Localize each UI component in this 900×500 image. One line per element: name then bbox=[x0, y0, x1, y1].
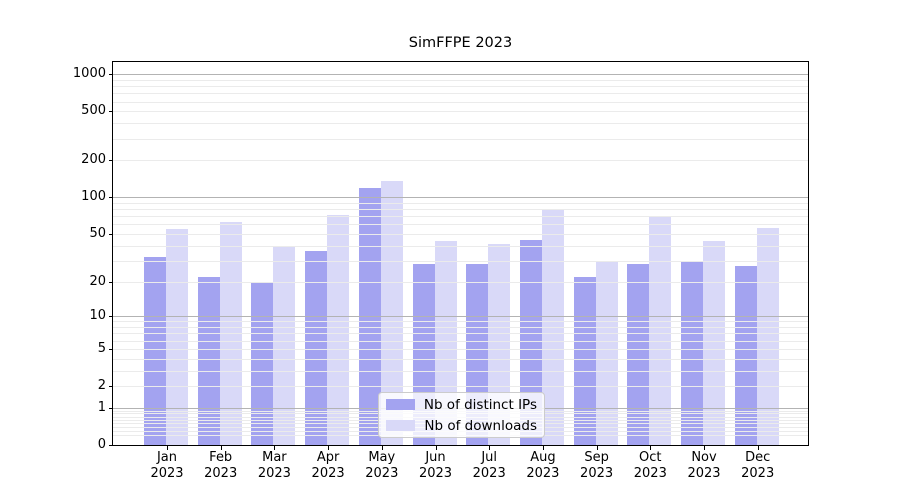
y-tick-mark bbox=[109, 111, 113, 113]
x-tick-label-dec: Dec 2023 bbox=[741, 450, 775, 481]
y-tick-label: 50 bbox=[89, 226, 106, 242]
x-tick-mark bbox=[167, 446, 168, 450]
y-tick-mark bbox=[109, 348, 113, 350]
y-tick-label: 200 bbox=[81, 152, 106, 168]
x-tick-label-jan: Jan 2023 bbox=[150, 450, 184, 481]
minor-gridline bbox=[113, 348, 808, 350]
bar-distinct-ips-mar bbox=[251, 281, 274, 445]
x-tick-label-aug: Aug 2023 bbox=[526, 450, 560, 481]
legend-item-downloads: Nb of downloads bbox=[386, 417, 537, 435]
bar-distinct-ips-nov bbox=[681, 260, 703, 445]
major-gridline bbox=[113, 197, 808, 199]
x-tick-label-may: May 2023 bbox=[365, 450, 399, 481]
legend: Nb of distinct IPs Nb of downloads bbox=[378, 392, 545, 438]
y-tick-mark bbox=[109, 316, 113, 318]
y-tick-mark bbox=[109, 160, 113, 162]
minor-gridline bbox=[113, 321, 808, 323]
x-tick-label-jun: Jun 2023 bbox=[418, 450, 453, 481]
x-tick-mark bbox=[381, 446, 383, 450]
minor-gridline bbox=[113, 111, 808, 113]
y-tick-label: 2 bbox=[97, 378, 106, 394]
bar-downloads-jan bbox=[166, 229, 188, 445]
x-tick-mark bbox=[435, 446, 437, 450]
minor-gridline bbox=[113, 93, 808, 95]
minor-gridline bbox=[113, 327, 808, 329]
minor-gridline bbox=[113, 202, 808, 204]
y-tick-mark bbox=[109, 197, 113, 199]
plot-area bbox=[112, 61, 809, 446]
minor-gridline bbox=[113, 333, 808, 335]
major-gridline bbox=[113, 316, 808, 318]
y-tick-label: 500 bbox=[81, 103, 106, 119]
bar-downloads-apr bbox=[327, 214, 350, 445]
bar-downloads-oct bbox=[649, 215, 672, 445]
minor-gridline bbox=[113, 234, 808, 236]
x-tick-label-nov: Nov 2023 bbox=[687, 450, 721, 481]
y-tick-label: 5 bbox=[97, 340, 106, 356]
legend-item-distinct-ips: Nb of distinct IPs bbox=[386, 396, 537, 414]
minor-gridline bbox=[113, 101, 808, 103]
bar-downloads-mar bbox=[273, 247, 296, 445]
minor-gridline bbox=[113, 79, 808, 81]
minor-gridline bbox=[113, 86, 808, 88]
minor-gridline bbox=[113, 260, 808, 262]
bar-downloads-nov bbox=[703, 240, 725, 445]
bar-distinct-ips-apr bbox=[305, 251, 328, 445]
y-tick-mark bbox=[109, 445, 113, 446]
x-tick-mark bbox=[489, 446, 491, 450]
x-tick-mark bbox=[596, 446, 598, 450]
x-tick-mark bbox=[328, 446, 330, 450]
minor-gridline bbox=[113, 216, 808, 218]
chart-title: SimFFPE 2023 bbox=[408, 35, 513, 51]
bar-distinct-ips-sep bbox=[573, 276, 596, 445]
x-tick-mark bbox=[542, 446, 544, 450]
minor-gridline bbox=[113, 160, 808, 162]
x-tick-mark bbox=[650, 446, 652, 450]
minor-gridline bbox=[113, 340, 808, 342]
y-tick-label: 10 bbox=[89, 308, 106, 324]
x-tick-mark bbox=[757, 446, 759, 450]
y-tick-label: 1 bbox=[97, 399, 106, 415]
minor-gridline bbox=[113, 281, 808, 283]
y-tick-mark bbox=[109, 74, 113, 76]
minor-gridline bbox=[113, 123, 808, 125]
legend-swatch-distinct-ips-icon bbox=[386, 399, 415, 410]
x-tick-label-oct: Oct 2023 bbox=[633, 450, 667, 481]
x-tick-label-sep: Sep 2023 bbox=[580, 450, 614, 481]
legend-swatch-downloads-icon bbox=[386, 420, 415, 431]
x-tick-label-jul: Jul 2023 bbox=[472, 450, 506, 481]
minor-gridline bbox=[113, 245, 808, 247]
y-tick-label: 100 bbox=[81, 189, 106, 205]
minor-gridline bbox=[113, 386, 808, 388]
bar-distinct-ips-oct bbox=[627, 264, 650, 445]
minor-gridline bbox=[113, 138, 808, 140]
minor-gridline bbox=[113, 209, 808, 211]
x-tick-label-mar: Mar 2023 bbox=[257, 450, 291, 481]
legend-label-downloads: Nb of downloads bbox=[424, 417, 537, 434]
y-tick-mark bbox=[109, 281, 113, 283]
x-tick-mark bbox=[274, 446, 276, 450]
bar-distinct-ips-jan bbox=[144, 257, 166, 445]
x-tick-mark bbox=[220, 446, 222, 450]
y-tick-label: 1000 bbox=[72, 66, 106, 82]
y-tick-mark bbox=[109, 407, 113, 409]
minor-gridline bbox=[113, 224, 808, 226]
x-tick-label-apr: Apr 2023 bbox=[311, 450, 345, 481]
bar-distinct-ips-feb bbox=[197, 276, 220, 445]
minor-gridline bbox=[113, 370, 808, 372]
x-tick-mark bbox=[704, 446, 705, 450]
y-tick-label: 20 bbox=[89, 273, 106, 289]
minor-gridline bbox=[113, 358, 808, 360]
y-tick-mark bbox=[109, 386, 113, 388]
major-gridline bbox=[113, 74, 808, 76]
bar-downloads-sep bbox=[595, 260, 618, 445]
y-tick-mark bbox=[109, 234, 113, 236]
y-tick-label: 0 bbox=[97, 437, 106, 452]
bar-distinct-ips-dec bbox=[734, 266, 757, 445]
legend-label-distinct-ips: Nb of distinct IPs bbox=[423, 396, 537, 413]
x-tick-label-feb: Feb 2023 bbox=[204, 450, 238, 481]
